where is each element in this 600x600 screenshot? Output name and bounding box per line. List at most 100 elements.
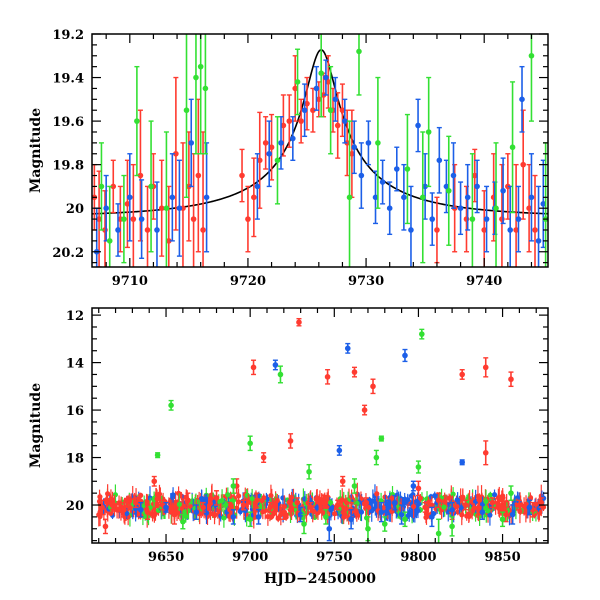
data-point: [469, 216, 476, 222]
baseline-point: [179, 505, 185, 511]
data-point: [267, 504, 274, 511]
data-point: [103, 205, 109, 212]
baseline-point: [221, 515, 227, 521]
data-point: [127, 194, 133, 201]
data-point: [106, 238, 113, 244]
baseline-point: [483, 498, 489, 505]
baseline-point: [536, 510, 543, 516]
data-point: [334, 502, 341, 508]
data-point: [292, 85, 298, 92]
data-point: [154, 452, 161, 458]
data-point: [493, 205, 499, 212]
baseline-point: [353, 508, 359, 515]
data-point: [255, 514, 262, 520]
baseline-point: [454, 497, 460, 503]
baseline-point: [446, 495, 452, 501]
data-point: [532, 227, 538, 233]
baseline-point: [328, 499, 334, 506]
baseline-point: [485, 508, 491, 514]
data-point: [500, 187, 506, 194]
data-point: [334, 122, 341, 129]
data-point: [515, 216, 522, 222]
data-point: [310, 107, 316, 114]
data-point: [356, 48, 362, 55]
baseline-point: [411, 503, 417, 510]
data-point: [251, 194, 257, 201]
baseline-point: [331, 511, 338, 517]
baseline-point: [275, 515, 281, 522]
data-point: [429, 514, 435, 520]
bottom-panel-lightcurve-full: 9650 9700 9750 9800 9850 12 14 16 18 20 Magnitude H…: [28, 307, 549, 587]
baseline-point: [219, 497, 225, 504]
baseline-point: [176, 501, 182, 507]
data-point: [422, 183, 428, 190]
data-point: [370, 383, 376, 390]
baseline-point: [103, 499, 110, 505]
x-tick-label: 9700: [232, 550, 268, 565]
y-tick-label: 19.6: [52, 115, 84, 130]
data-point: [415, 122, 421, 129]
y-tick-label: 20: [66, 499, 84, 514]
baseline-point: [415, 508, 421, 514]
top-frame: [91, 33, 549, 268]
data-point: [298, 118, 304, 124]
data-point: [419, 331, 425, 337]
data-point: [507, 227, 513, 233]
data-point: [509, 511, 516, 518]
data-point: [540, 201, 547, 207]
data-point: [239, 172, 245, 179]
baseline-point: [432, 493, 438, 499]
data-point: [513, 227, 519, 233]
data-point: [324, 374, 331, 380]
data-point: [481, 227, 488, 233]
data-point: [483, 216, 490, 222]
baseline-point: [425, 500, 431, 506]
baseline-point: [288, 506, 295, 512]
data-point: [482, 449, 489, 456]
y-axis-title: Magnitude: [28, 383, 44, 468]
baseline-point: [487, 492, 493, 498]
data-point: [256, 157, 263, 164]
data-point: [528, 52, 535, 59]
data-point: [250, 364, 257, 371]
baseline-point: [268, 492, 274, 499]
data-point: [336, 447, 343, 454]
data-point: [425, 129, 432, 135]
data-point: [379, 179, 386, 185]
data-point: [435, 497, 442, 504]
data-point: [323, 74, 329, 81]
data-point: [99, 504, 105, 511]
data-point: [375, 140, 381, 146]
baseline-point: [328, 507, 334, 513]
baseline-point: [253, 507, 259, 513]
data-point: [173, 150, 179, 157]
data-point: [193, 509, 200, 515]
data-point: [435, 530, 442, 537]
data-point: [138, 216, 145, 222]
baseline-point: [374, 491, 380, 497]
data-point: [109, 502, 115, 508]
x-tick-label: 9650: [148, 550, 184, 565]
data-point: [538, 499, 545, 506]
baseline-point: [235, 499, 242, 505]
data-point: [227, 506, 233, 513]
baseline-point: [286, 499, 292, 506]
y-tick-label: 19.8: [52, 159, 84, 174]
data-point: [158, 205, 165, 212]
data-point: [471, 172, 478, 179]
bottom-plot-area: [96, 317, 547, 543]
series-blue: [137, 342, 533, 542]
y-tick-label: 19.4: [52, 72, 84, 87]
data-point: [535, 238, 542, 244]
data-point: [197, 63, 204, 70]
data-point: [373, 454, 380, 461]
data-point: [342, 118, 348, 124]
data-point: [266, 150, 273, 157]
data-point: [151, 478, 158, 485]
baseline-point: [344, 500, 350, 506]
data-point: [526, 504, 533, 511]
data-point: [274, 157, 281, 164]
x-tick-label: 9720: [230, 274, 266, 289]
baseline-point: [222, 502, 229, 509]
data-point: [297, 511, 304, 518]
